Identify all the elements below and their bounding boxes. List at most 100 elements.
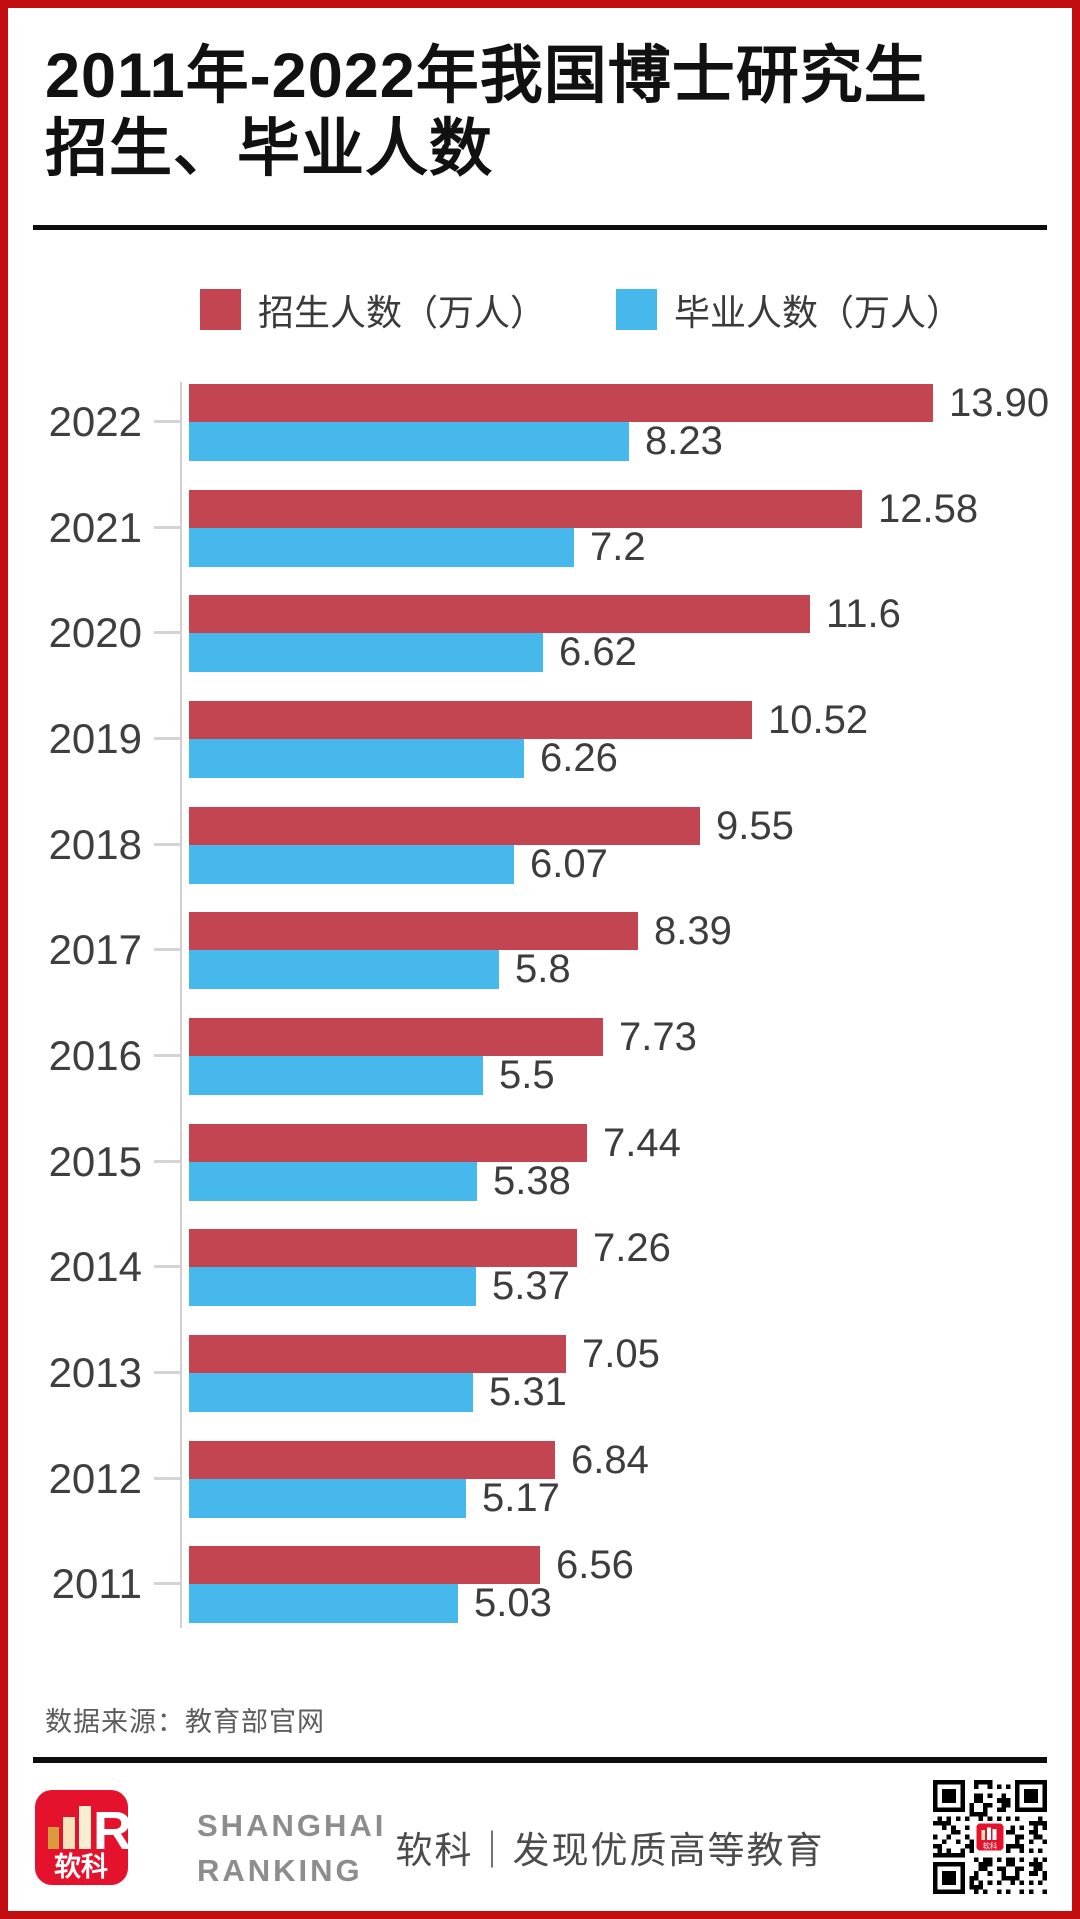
svg-text:软科: 软科 — [983, 1841, 998, 1850]
year-label: 2021 — [48, 504, 142, 551]
bar-value-label: 6.84 — [571, 1437, 649, 1482]
shangahiranking-logo: R 软科 — [35, 1790, 128, 1885]
year-group: 2014 7.26 5.37 — [0, 1226, 1080, 1309]
bar-value-label: 10.52 — [768, 697, 869, 742]
axis-tick — [154, 1160, 180, 1163]
enrollment-bar-row: 6.56 — [189, 1543, 1070, 1587]
year-group: 2019 10.52 6.26 — [0, 697, 1080, 781]
enrollment-bar — [189, 1124, 587, 1162]
graduation-bar-row: 5.8 — [189, 947, 1070, 991]
year-group: 2021 12.58 7.2 — [0, 487, 1080, 570]
year-label: 2015 — [48, 1138, 142, 1185]
enrollment-bar-row: 7.26 — [189, 1226, 1070, 1270]
legend-item-graduation: 毕业人数（万人） — [616, 289, 962, 333]
graduation-bar — [189, 528, 574, 567]
legend-item-enrollment: 招生人数（万人） — [200, 289, 546, 333]
bar-value-label: 5.37 — [492, 1264, 570, 1308]
axis-tick — [154, 420, 180, 423]
bar-value-label: 8.39 — [654, 908, 732, 953]
bar-value-label: 5.8 — [515, 947, 571, 991]
enrollment-bar — [189, 384, 933, 422]
enrollment-bar-row: 6.84 — [189, 1438, 1070, 1482]
bar-value-label: 8.23 — [645, 419, 723, 463]
source-note: 数据来源：教育部官网 — [45, 1707, 325, 1737]
logo-bar-3 — [79, 1806, 91, 1849]
enrollment-bar-row: 7.44 — [189, 1121, 1070, 1165]
axis-tick — [154, 737, 180, 740]
brand-line1: SHANGHAI — [197, 1808, 387, 1843]
logo-bar-1 — [48, 1827, 59, 1849]
year-label: 2014 — [48, 1243, 142, 1290]
graduation-bar — [189, 845, 514, 884]
bar-value-label: 6.56 — [556, 1542, 634, 1587]
bar-value-label: 7.44 — [603, 1120, 681, 1165]
enrollment-legend-label: 招生人数（万人） — [258, 291, 547, 333]
graduation-bar — [189, 739, 524, 778]
graduation-bar-row: 6.07 — [189, 842, 1070, 886]
axis-tick — [154, 1477, 180, 1480]
bar-value-label: 5.17 — [482, 1476, 560, 1520]
bar-chart: 2022 13.90 8.23 2021 12.58 7.2 2020 11.6 6.62 201… — [0, 380, 1080, 1644]
graduation-bar — [189, 950, 499, 989]
graduation-bar — [189, 1056, 483, 1095]
graduation-bar — [189, 1373, 473, 1412]
enrollment-bar — [189, 1546, 540, 1584]
enrollment-legend-swatch — [200, 289, 241, 330]
graduation-legend-swatch — [616, 289, 657, 330]
bar-value-label: 9.55 — [716, 803, 794, 848]
bar-value-label: 5.5 — [499, 1053, 555, 1097]
graduation-bar — [189, 422, 629, 461]
year-group: 2016 7.73 5.5 — [0, 1015, 1080, 1098]
year-label: 2022 — [48, 398, 142, 445]
graduation-bar-row: 5.37 — [189, 1264, 1070, 1308]
year-label: 2019 — [48, 715, 142, 762]
year-label: 2020 — [48, 609, 142, 656]
enrollment-bar-row: 8.39 — [189, 909, 1070, 953]
enrollment-bar — [189, 595, 810, 633]
logo-cn-text: 软科 — [54, 1852, 108, 1882]
axis-tick — [154, 526, 180, 529]
bar-value-label: 7.26 — [593, 1225, 671, 1270]
graduation-bar-row: 6.26 — [189, 736, 1070, 780]
bar-value-label: 6.07 — [530, 842, 608, 886]
axis-tick — [154, 948, 180, 951]
enrollment-bar-row: 9.55 — [189, 804, 1070, 848]
graduation-bar-row: 6.62 — [189, 630, 1070, 674]
logo-r-glyph: R — [93, 1801, 128, 1861]
year-label: 2012 — [48, 1455, 142, 1502]
enrollment-bar — [189, 1229, 577, 1267]
page-title: 2011年-2022年我国博士研究生招生、毕业人数 — [45, 41, 928, 184]
graduation-bar-row: 5.03 — [189, 1581, 1070, 1625]
logo-bar-2 — [63, 1817, 75, 1849]
year-label: 2017 — [48, 926, 142, 973]
graduation-bar — [189, 1267, 476, 1306]
bar-value-label: 5.03 — [474, 1581, 552, 1625]
enrollment-bar — [189, 912, 638, 950]
graduation-bar-row: 5.5 — [189, 1053, 1070, 1097]
bar-value-label: 13.90 — [949, 380, 1050, 425]
enrollment-bar-row: 12.58 — [189, 487, 1070, 531]
enrollment-bar — [189, 490, 862, 528]
axis-tick — [154, 1054, 180, 1057]
year-group: 2012 6.84 5.17 — [0, 1438, 1080, 1521]
year-label: 2016 — [48, 1032, 142, 1079]
qr-code: 软科 — [933, 1780, 1047, 1894]
axis-tick — [154, 1582, 180, 1585]
bar-value-label: 7.05 — [582, 1331, 660, 1376]
graduation-legend-label: 毕业人数（万人） — [674, 291, 963, 333]
year-label: 2018 — [48, 821, 142, 868]
year-group: 2015 7.44 5.38 — [0, 1121, 1080, 1204]
enrollment-bar — [189, 1335, 566, 1373]
bar-value-label: 11.6 — [826, 591, 901, 636]
enrollment-bar — [189, 807, 700, 845]
brand-name: SHANGHAI RANKING — [197, 1803, 386, 1893]
enrollment-bar — [189, 1018, 603, 1056]
year-group: 2011 6.56 5.03 — [0, 1543, 1080, 1626]
bar-value-label: 5.38 — [493, 1159, 571, 1203]
brand-line2: RANKING — [197, 1853, 363, 1888]
year-group: 2017 8.39 5.8 — [0, 909, 1080, 992]
graduation-bar-row: 8.23 — [189, 419, 1070, 463]
y-axis-line — [180, 382, 182, 1628]
bar-value-label: 6.62 — [559, 630, 637, 674]
